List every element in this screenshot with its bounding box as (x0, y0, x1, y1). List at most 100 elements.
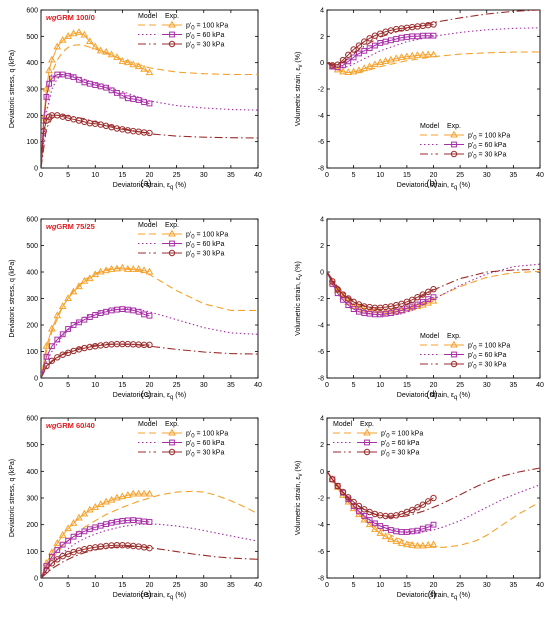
y-tick-label: 200 (26, 113, 38, 120)
exp-point-p30 (146, 129, 153, 137)
exp-point-p30 (146, 544, 153, 552)
exp-point-p30 (329, 476, 336, 483)
exp-point-p60 (70, 322, 77, 328)
exp-point-p100 (333, 483, 342, 490)
exp-point-p60 (393, 308, 400, 315)
x-tick-label: 25 (173, 382, 181, 389)
exp-point-p60 (81, 528, 88, 535)
exp-point-p30 (355, 502, 363, 510)
exp-line-p60 (327, 471, 434, 533)
exp-point-p100 (113, 53, 121, 60)
panel-label: (b) (427, 178, 438, 188)
exp-point-p30 (409, 506, 416, 514)
exp-line-p60 (327, 271, 434, 315)
exp-point-p30 (54, 556, 61, 563)
y-tick-label: 300 (26, 87, 38, 94)
exp-point-p30 (419, 291, 427, 298)
exp-point-p60 (54, 336, 61, 343)
exp-point-p100 (387, 55, 395, 63)
exp-point-p60 (135, 308, 142, 315)
y-axis-label: Volumetric strain, εv (%) (295, 261, 304, 336)
exp-point-p100 (381, 532, 390, 540)
exp-point-p60 (114, 90, 120, 96)
y-tick-label: 2 (320, 243, 324, 250)
exp-point-p60 (356, 308, 362, 315)
model-line-p30 (41, 343, 258, 378)
y-tick-label: -8 (318, 576, 324, 583)
exp-point-p100 (64, 524, 72, 532)
exp-point-p60 (414, 527, 421, 534)
y-tick-label: 500 (26, 442, 38, 449)
exp-point-p30 (350, 298, 357, 306)
exp-point-p60 (377, 523, 384, 529)
exp-point-p100 (145, 68, 154, 76)
legend-exp-marker (169, 31, 175, 38)
exp-point-p100 (107, 265, 116, 272)
exp-point-p100 (123, 58, 132, 66)
legend-exp-marker (168, 20, 176, 28)
legend-entry-label: p'0 = 100 kPa (468, 343, 510, 352)
x-tick-label: 15 (118, 382, 126, 389)
exp-point-p30 (409, 296, 416, 304)
y-tick-label: -8 (318, 166, 324, 173)
legend-exp-marker (168, 428, 176, 436)
exp-point-p60 (361, 513, 368, 519)
exp-point-p100 (118, 492, 127, 500)
exp-point-p100 (418, 50, 427, 58)
exp-point-p30 (403, 508, 411, 516)
exp-point-p100 (47, 55, 56, 63)
exp-point-p100 (123, 491, 132, 498)
exp-point-p60 (350, 306, 357, 313)
y-tick-label: -8 (318, 376, 324, 383)
legend-header-exp: Exp. (165, 222, 179, 229)
legend-header-model: Model (138, 222, 158, 229)
y-tick-label: 0 (34, 166, 38, 173)
exp-line-p30 (41, 544, 150, 578)
chart-panel-c: 0 5 10 15 20 25 30 35 400100200300400500600Devia… (9, 217, 262, 402)
plot-frame (40, 417, 259, 579)
legend-exp-marker (168, 40, 176, 48)
exp-point-p30 (430, 494, 437, 502)
exp-point-p30 (424, 288, 432, 296)
exp-point-p100 (91, 270, 100, 278)
exp-point-p100 (85, 274, 94, 282)
exp-point-p60 (43, 94, 50, 100)
exp-point-p30 (339, 56, 347, 64)
y-tick-label: 4 (320, 217, 324, 224)
legend-exp-marker (169, 240, 175, 247)
legend-exp-marker (364, 439, 370, 446)
x-axis-label: Deviatoric strain, εq (%) (113, 182, 186, 191)
panel-label: (c) (141, 389, 152, 399)
exp-point-p60 (146, 100, 153, 107)
legend-exp-marker (450, 130, 458, 138)
x-tick-label: 0 (325, 172, 329, 179)
panel-label: (f) (428, 589, 437, 599)
y-tick-label: -2 (318, 296, 324, 303)
y-tick-label: 300 (26, 296, 38, 303)
exp-point-p100 (408, 541, 417, 548)
exp-point-p100 (91, 42, 100, 50)
exp-point-p100 (365, 520, 374, 528)
exp-point-p30 (64, 550, 72, 558)
exp-point-p60 (97, 310, 104, 316)
exp-point-p60 (146, 519, 153, 525)
exp-point-p60 (130, 517, 137, 524)
exp-point-p30 (334, 286, 341, 293)
exp-point-p100 (418, 541, 427, 549)
y-tick-label: -4 (318, 113, 324, 120)
legend-entry-label: p'0 = 60 kPa (468, 352, 506, 361)
exp-point-p60 (141, 99, 147, 106)
exp-point-p100 (80, 276, 89, 284)
plot-area (327, 467, 540, 549)
exp-point-p100 (102, 47, 110, 55)
exp-point-p100 (134, 265, 143, 272)
panel-label: (e) (141, 589, 152, 599)
legend-entry-label: p'0 = 100 kPa (381, 431, 423, 440)
y-tick-label: 400 (26, 270, 38, 277)
x-tick-label: 5 (66, 582, 70, 589)
y-axis-label: Volumetric strain, εv (%) (295, 52, 304, 127)
exp-point-p60 (366, 517, 373, 523)
exp-point-p60 (366, 310, 373, 317)
legend-entry-label: p'0 = 30 kPa (186, 251, 224, 260)
